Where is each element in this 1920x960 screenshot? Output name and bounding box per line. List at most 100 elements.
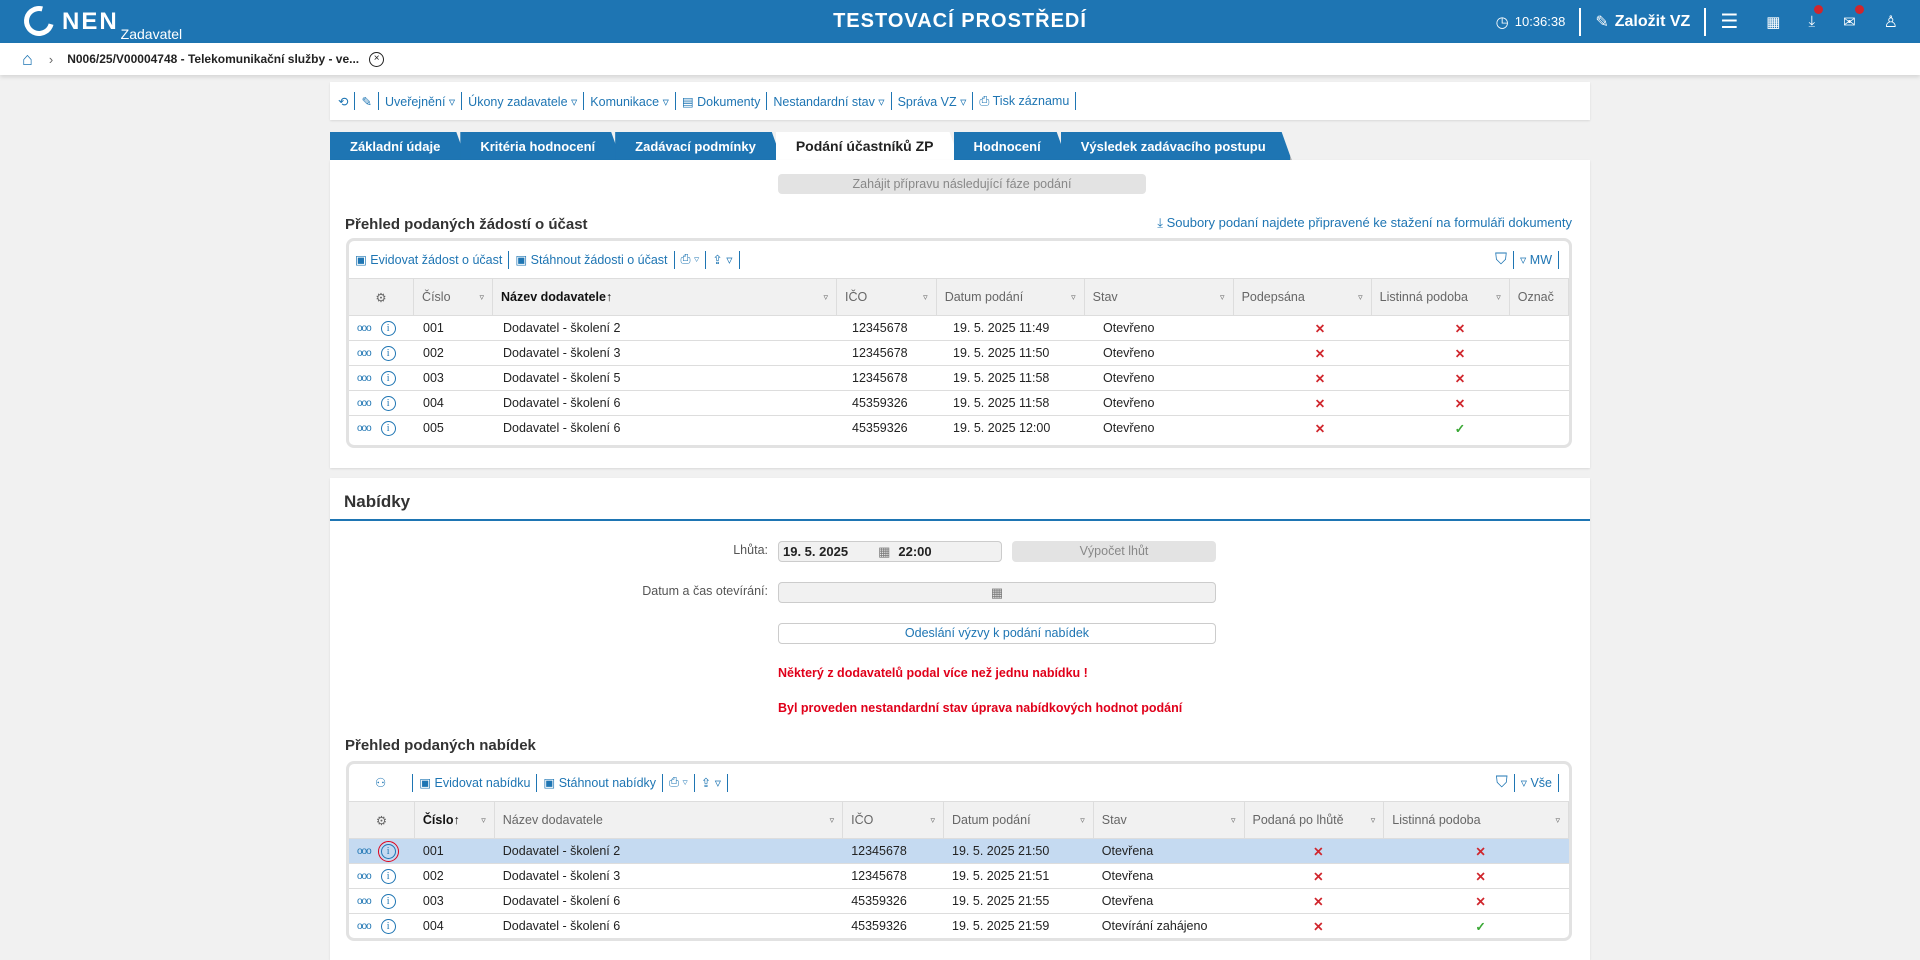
column-settings-icon[interactable]: ⚙ <box>349 279 415 315</box>
toolbar-ukony[interactable]: Úkony zadavatele ▿ <box>468 94 578 109</box>
table-row[interactable]: ooo i 004 Dodavatel - školení 6 45359326 19. … <box>349 913 1569 938</box>
column-filter-icon[interactable]: ▿ <box>1358 291 1363 302</box>
calendar-icon[interactable]: ▦ <box>990 584 1004 600</box>
mail-icon[interactable]: ✉ <box>1843 4 1864 31</box>
column-filter-icon[interactable]: ▿ <box>1555 814 1560 825</box>
info-icon[interactable]: i <box>380 868 396 884</box>
more-actions-icon[interactable]: ooo <box>357 422 372 434</box>
table-row[interactable]: ooo i 005 Dodavatel - školení 6 45359326 19. … <box>349 415 1569 440</box>
download-offers-button[interactable]: ▣ Stáhnout nabídky <box>543 776 657 790</box>
info-icon[interactable]: i <box>380 345 396 361</box>
column-filter-icon[interactable]: ▿ <box>1370 814 1376 825</box>
info-icon[interactable]: i <box>380 370 396 386</box>
more-actions-icon[interactable]: ooo <box>357 372 372 384</box>
column-header[interactable]: IČO ▿ <box>843 802 945 838</box>
sort-ascending-icon[interactable]: ↑ <box>605 290 613 304</box>
more-actions-icon[interactable]: ooo <box>357 845 372 857</box>
filter-icon[interactable]: ⛉ <box>1495 250 1508 268</box>
column-header[interactable]: Název dodavatele ↑ ▿ <box>493 279 838 315</box>
tab-kriteria[interactable]: Kritéria hodnocení <box>460 132 621 160</box>
breadcrumb-title[interactable]: N006/25/V00004748 - Telekomunikační služ… <box>67 52 360 66</box>
column-filter-icon[interactable]: ▿ <box>923 291 928 302</box>
info-icon[interactable]: i <box>380 395 396 411</box>
column-filter-icon[interactable]: ▿ <box>1496 291 1501 302</box>
table-row[interactable]: ooo i 002 Dodavatel - školení 3 12345678 19. … <box>349 340 1569 365</box>
toolbar-uverejneni[interactable]: Uveřejnění ▿ <box>384 94 456 109</box>
column-header[interactable]: IČO ▿ <box>837 279 937 315</box>
toolbar-nestandardni[interactable]: Nestandardní stav ▿ <box>773 94 885 109</box>
column-header[interactable]: Podaná po lhůtě ▿ <box>1245 802 1385 838</box>
column-filter-icon[interactable]: ▿ <box>481 814 486 825</box>
download-requests-button[interactable]: ▣ Stáhnout žádosti o účast <box>515 253 668 267</box>
register-request-button[interactable]: ▣ Evidovat žádost o účast <box>355 253 503 267</box>
more-actions-icon[interactable]: ooo <box>357 870 372 882</box>
column-header[interactable]: Číslo ↑ ▿ <box>415 802 495 838</box>
edit-icon[interactable]: ✎ <box>361 94 372 109</box>
send-invitation-button[interactable]: Odeslání výzvy k podání nabídek <box>778 623 1216 644</box>
column-header[interactable]: Stav ▿ <box>1085 279 1234 315</box>
toolbar-komunikace[interactable]: Komunikace ▿ <box>590 94 669 109</box>
award-icon[interactable]: ⚇ <box>375 776 387 790</box>
tab-hodnoceni[interactable]: Hodnocení <box>954 132 1067 160</box>
tab-zadavaci-podminky[interactable]: Zadávací podmínky <box>615 132 782 160</box>
view-selector[interactable]: ▿ Vše <box>1520 776 1552 790</box>
filter-icon[interactable]: ⛉ <box>1495 773 1508 791</box>
column-settings-icon[interactable]: ⚙ <box>349 802 415 838</box>
opening-datetime-input[interactable]: ▦ <box>778 582 1216 603</box>
info-icon[interactable]: i <box>377 840 399 862</box>
table-row[interactable]: ooo i 003 Dodavatel - školení 5 12345678 19. … <box>349 365 1569 390</box>
export-menu[interactable]: ⇪ ▿ <box>712 253 733 267</box>
home-icon[interactable]: ⌂ <box>22 48 33 69</box>
close-icon[interactable]: × <box>369 51 385 67</box>
tab-zakladni-udaje[interactable]: Základní údaje <box>330 132 466 160</box>
menu-icon[interactable]: ☰ <box>1720 11 1739 33</box>
deadline-input[interactable]: 19. 5. 2025 ▦ 22:00 <box>778 541 1002 562</box>
column-header[interactable]: Číslo ▿ <box>414 279 494 315</box>
table-row[interactable]: ooo i 001 Dodavatel - školení 2 12345678 19. … <box>349 315 1569 340</box>
refresh-icon[interactable]: ⟲ <box>338 94 349 109</box>
register-offer-button[interactable]: ▣ Evidovat nabídku <box>419 776 531 790</box>
create-vz-button[interactable]: ✎ Založit VZ <box>1595 12 1690 32</box>
column-filter-icon[interactable]: ▿ <box>1230 814 1236 825</box>
table-row[interactable]: ooo i 002 Dodavatel - školení 3 12345678 19. … <box>349 863 1569 888</box>
tab-podani[interactable]: Podání účastníků ZP <box>776 132 960 160</box>
column-filter-icon[interactable]: ▿ <box>1080 814 1085 825</box>
column-filter-icon[interactable]: ▿ <box>1071 291 1076 302</box>
column-filter-icon[interactable]: ▿ <box>1220 291 1225 302</box>
column-filter-icon[interactable]: ▿ <box>930 814 936 825</box>
info-icon[interactable]: i <box>380 320 396 336</box>
download-files-link[interactable]: ⤓ Soubory podaní najdete připravené ke s… <box>1157 215 1572 230</box>
table-row[interactable]: ooo i 004 Dodavatel - školení 6 45359326 19. … <box>349 390 1569 415</box>
column-header[interactable]: Název dodavatele ▿ <box>495 802 844 838</box>
column-header[interactable]: Označ <box>1510 279 1569 315</box>
user-icon[interactable]: ♙ <box>1883 13 1898 31</box>
info-icon[interactable]: i <box>380 420 396 436</box>
print-menu[interactable]: ⎙ ▿ <box>669 775 688 789</box>
column-header[interactable]: Datum podání ▿ <box>944 802 1094 838</box>
column-filter-icon[interactable]: ▿ <box>479 291 485 302</box>
table-row[interactable]: ooo i 001 Dodavatel - školení 2 12345678 19. … <box>349 838 1569 863</box>
column-header[interactable]: Stav ▿ <box>1094 802 1245 838</box>
tab-vysledek[interactable]: Výsledek zadávacího postupu <box>1061 132 1292 160</box>
column-header[interactable]: Podepsána ▿ <box>1234 279 1372 315</box>
info-icon[interactable]: i <box>380 918 396 934</box>
calc-deadlines-button[interactable]: Výpočet lhůt <box>1012 541 1216 562</box>
download-icon[interactable]: ⤓ <box>1808 5 1824 30</box>
next-phase-button[interactable]: Zahájit přípravu následující fáze podání <box>778 174 1146 194</box>
sort-ascending-icon[interactable]: ↑ <box>453 813 460 827</box>
more-actions-icon[interactable]: ooo <box>357 347 372 359</box>
nen-logo[interactable]: NEN Zadavatel <box>18 0 182 42</box>
column-filter-icon[interactable]: ▿ <box>829 814 835 825</box>
toolbar-tisk[interactable]: ⎙ Tisk záznamu <box>979 93 1070 108</box>
view-selector[interactable]: ▿ MW <box>1520 253 1552 267</box>
export-menu[interactable]: ⇪ ▿ <box>700 776 721 790</box>
print-menu[interactable]: ⎙ ▿ <box>680 252 700 266</box>
info-icon[interactable]: i <box>380 893 396 909</box>
column-header[interactable]: Listinná podoba ▿ <box>1372 279 1510 315</box>
toolbar-sprava[interactable]: Správa VZ ▿ <box>897 94 967 109</box>
more-actions-icon[interactable]: ooo <box>357 920 372 932</box>
calendar-icon[interactable]: ▦ <box>878 543 891 559</box>
column-filter-icon[interactable]: ▿ <box>823 291 829 302</box>
column-header[interactable]: Datum podání ▿ <box>937 279 1085 315</box>
table-row[interactable]: ooo i 003 Dodavatel - školení 6 45359326 19. … <box>349 888 1569 913</box>
